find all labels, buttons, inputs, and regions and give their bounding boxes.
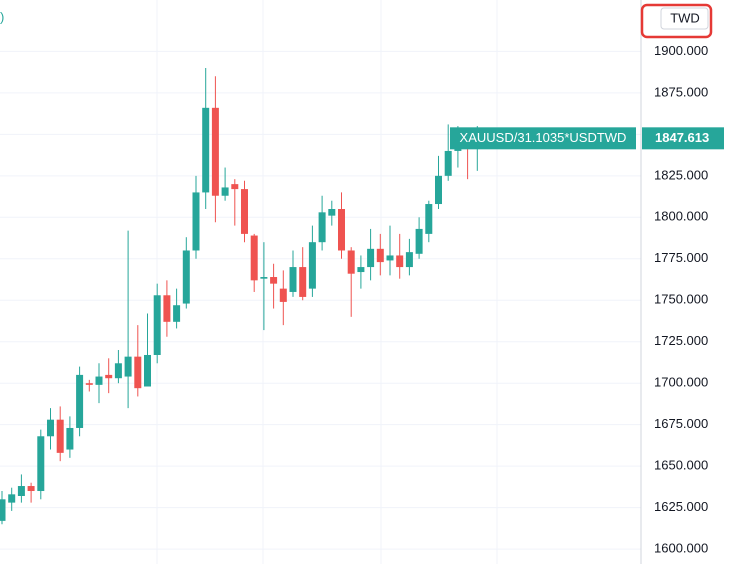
candle-body [76,374,84,428]
y-tick-label: 1750.000 [654,292,708,307]
candle-body [308,242,316,289]
candle-body [202,107,210,193]
candle-body [163,295,171,322]
candle-body [95,376,103,385]
candle-body [396,255,404,268]
symbol-label-box [450,127,636,150]
candle-body [444,150,452,176]
candle-body [144,354,151,387]
y-tick-label: 1775.000 [654,250,708,265]
candle-body [338,209,345,251]
candle-body [0,499,6,521]
candles [0,68,481,525]
y-tick-label: 1675.000 [654,416,708,431]
legend-fragment: ) [0,9,4,24]
candle-body [153,295,161,355]
candle-body [299,267,307,297]
candle-body [17,486,25,496]
last-price-label: 1847.613 [655,130,709,145]
symbol-label: XAUUSD/31.1035*USDTWD [460,130,627,145]
candle-body [221,187,229,196]
candle-body [260,277,268,279]
candle-body [386,255,394,261]
candle-body [85,383,93,385]
candle-body [435,175,442,205]
candle-body [357,267,365,273]
y-tick-label: 1825.000 [654,167,708,182]
grid [0,50,641,550]
y-tick-label: 1650.000 [654,458,708,473]
y-tick-label: 1800.000 [654,209,708,224]
y-tick-label: 1875.000 [654,84,708,99]
y-tick-label: 1600.000 [654,541,708,556]
candle-body [415,228,423,254]
highlight-box [640,3,713,39]
y-tick-label: 1900.000 [654,43,708,58]
candle-body [250,235,258,281]
candle-body [289,267,297,292]
candle-body [279,288,287,302]
candle-body [367,248,375,268]
candle-body [27,486,35,492]
candle-body [270,277,278,284]
candle-body [318,212,326,243]
candle-body [376,248,384,263]
candle-body [124,356,132,377]
last-price-group: XAUUSD/31.1035*USDTWD 1847.613 [450,127,724,150]
candle-body [134,356,142,389]
candle-body [211,107,219,196]
y-tick-label: 1625.000 [654,499,708,514]
candle-body [37,436,45,492]
candle-body [105,374,113,379]
last-price-box [642,127,724,150]
candle-body [114,363,122,379]
candle-body [405,252,413,268]
candle-body [8,494,16,503]
candle-body [56,419,64,453]
candle-body [47,419,54,437]
candle-body [182,250,190,304]
candle-body [66,427,74,450]
y-tick-label: 1725.000 [654,333,708,348]
currency-button[interactable] [660,7,709,30]
candle-body [231,184,239,190]
candle-body [241,189,248,234]
candle-body [173,305,181,322]
price-axis: 1600.000 1625.000 1650.000 1675.000 1700.000… [654,43,708,556]
candle-body [347,250,355,274]
y-tick-label: 1700.000 [654,375,708,390]
candle-body [425,204,433,234]
candle-body [192,192,200,251]
candle-body [328,209,336,216]
currency-button-label[interactable]: TWD [670,10,700,25]
